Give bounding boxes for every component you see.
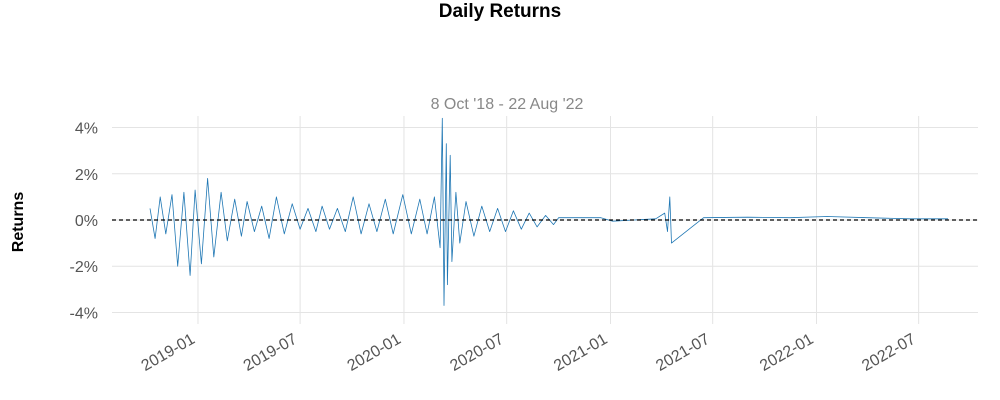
x-tick-label: 2022-07	[859, 331, 918, 375]
chart-title: Daily Returns	[438, 1, 562, 22]
y-tick-label: -2%	[70, 259, 98, 276]
x-tick-label: 2021-07	[653, 331, 712, 375]
chart-subtitle: 8 Oct '18 - 22 Aug '22	[431, 96, 584, 113]
y-tick-label: 0%	[75, 213, 98, 230]
x-tick-label: 2019-01	[139, 331, 198, 375]
y-tick-label: 4%	[75, 121, 98, 138]
x-tick-label: 2020-07	[447, 331, 506, 375]
x-tick-label: 2020-01	[345, 331, 404, 375]
returns-line	[149, 117, 948, 306]
x-tick-label: 2019-07	[241, 331, 300, 375]
y-tick-label: -4%	[70, 305, 98, 322]
series-group	[112, 117, 978, 306]
y-axis-label: Returns	[10, 192, 27, 253]
x-tick-label: 2022-01	[757, 331, 816, 375]
tick-labels: 4% 2% 0% -2% -4% 2019-01 2019-07 2020-01 2020-07…	[70, 121, 919, 375]
x-tick-label: 2021-01	[551, 331, 610, 375]
y-tick-label: 2%	[75, 167, 98, 184]
